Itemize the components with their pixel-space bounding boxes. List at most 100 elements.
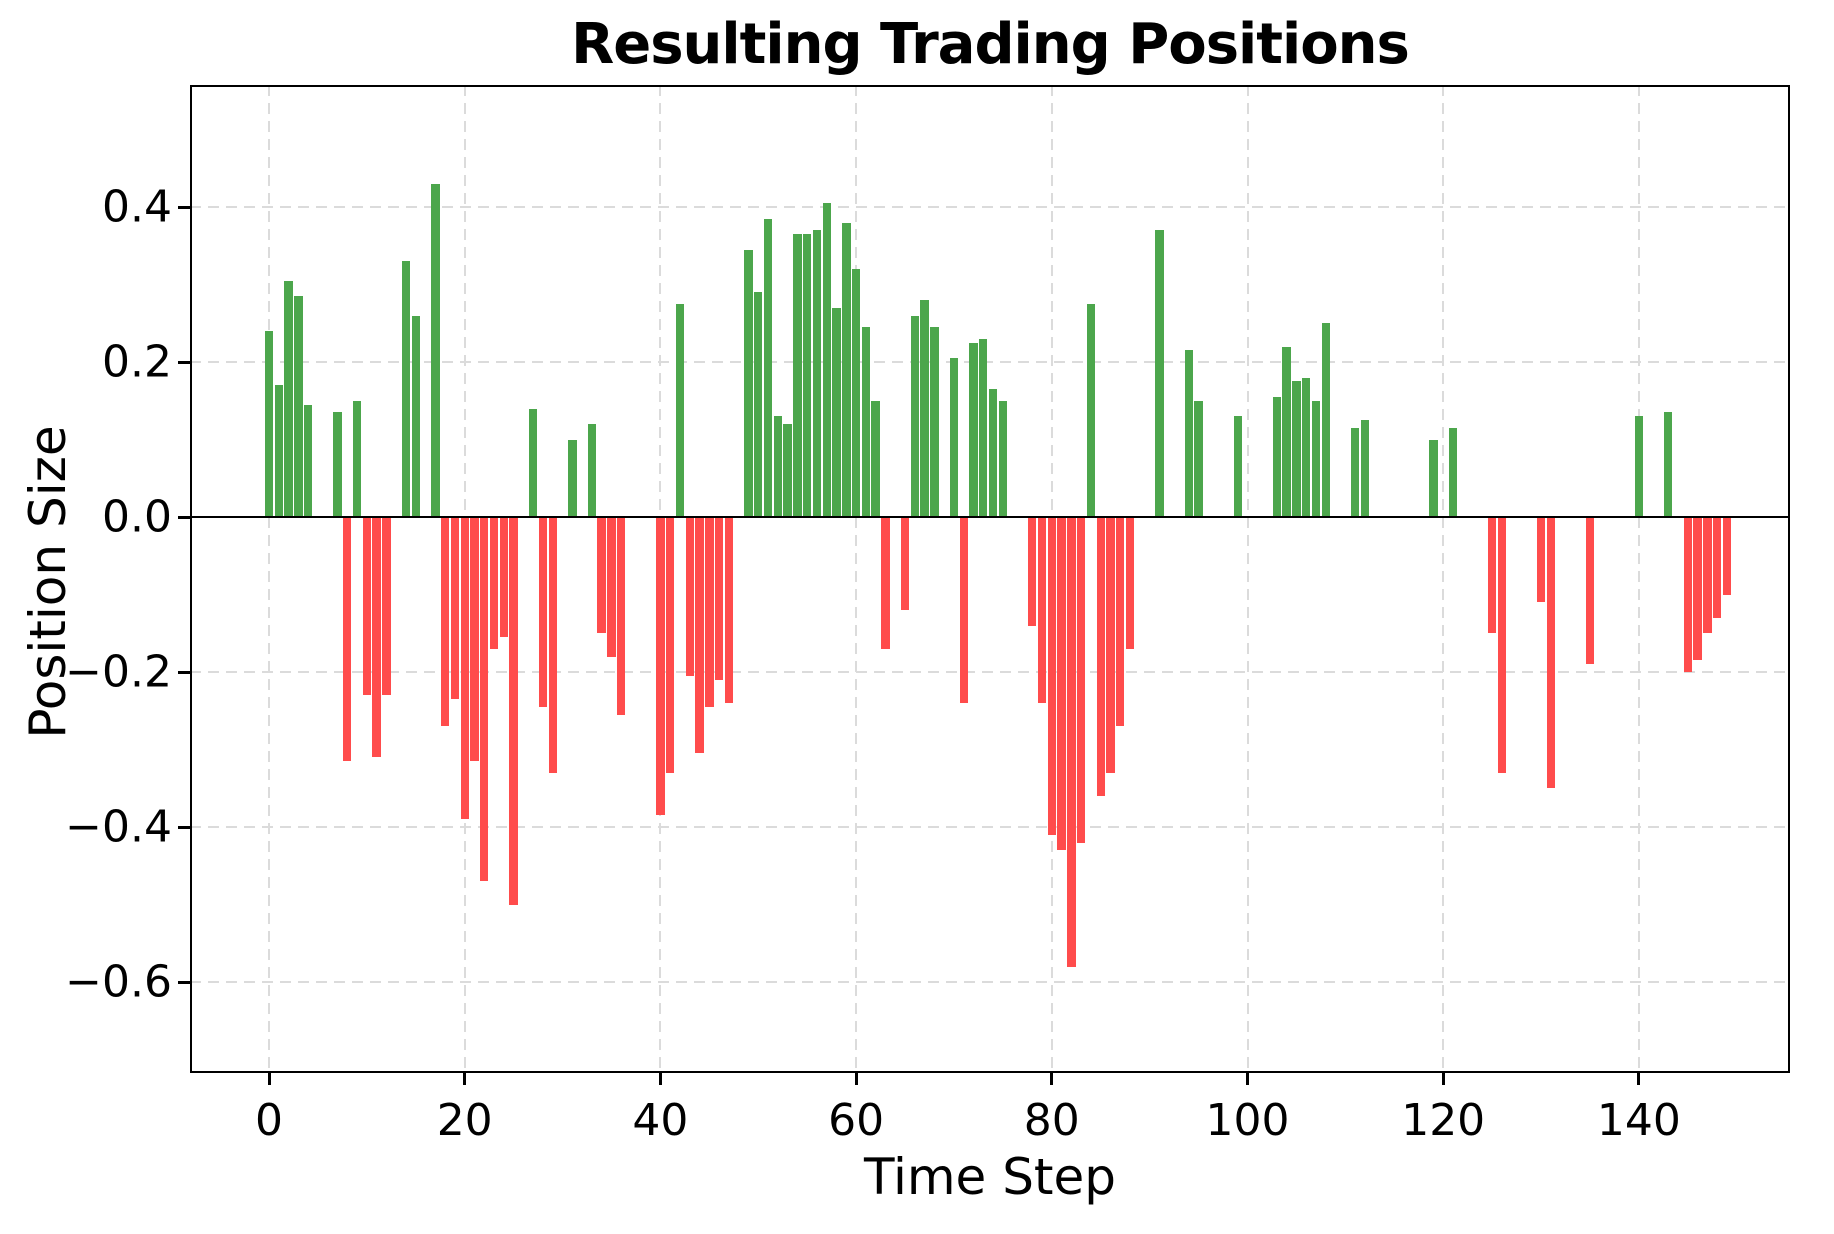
bar-positive <box>832 307 841 517</box>
bar-positive <box>920 300 929 517</box>
bar-positive <box>812 230 822 517</box>
x-tick-label: 0 <box>255 1095 283 1146</box>
bar-positive <box>783 424 792 517</box>
bar-positive <box>1311 400 1321 517</box>
bar-positive <box>1429 439 1438 517</box>
bar-negative <box>460 517 469 820</box>
bar-negative <box>1487 517 1497 634</box>
bar-positive <box>401 261 411 517</box>
bar-positive <box>1233 416 1242 517</box>
bar-positive <box>773 416 782 517</box>
bar-negative <box>656 517 665 816</box>
bar-negative <box>1683 517 1693 672</box>
y-gridline <box>190 981 1790 983</box>
bar-positive <box>979 338 988 517</box>
bar-positive <box>1302 377 1311 517</box>
x-tick-mark <box>1246 1073 1249 1085</box>
plot-area <box>178 85 1790 1085</box>
bar-positive <box>1321 323 1330 517</box>
bar-negative <box>538 517 548 707</box>
bar-negative <box>509 517 518 905</box>
bar-positive <box>528 408 538 517</box>
x-tick-label: 20 <box>436 1095 493 1146</box>
bar-negative <box>1076 517 1086 843</box>
bar-negative <box>1028 517 1037 626</box>
bar-negative <box>617 517 626 715</box>
bar-negative <box>1096 517 1105 796</box>
bar-negative <box>450 517 460 700</box>
x-tick-label: 140 <box>1596 1095 1681 1146</box>
bar-negative <box>343 517 352 762</box>
bar-negative <box>1703 517 1712 634</box>
x-tick-mark <box>1637 1073 1641 1085</box>
y-tick-mark <box>178 670 190 674</box>
bar-negative <box>597 517 606 634</box>
bar-negative <box>499 517 509 638</box>
y-tick-mark <box>178 515 190 519</box>
bar-negative <box>480 517 489 882</box>
x-gridline <box>1246 85 1249 1073</box>
bar-positive <box>793 234 802 517</box>
bar-negative <box>900 517 910 610</box>
bar-negative <box>1546 517 1556 789</box>
bar-positive <box>675 303 685 517</box>
y-tick-mark <box>178 980 190 984</box>
bar-negative <box>1722 517 1732 595</box>
x-tick-mark <box>854 1073 858 1085</box>
y-tick-label: −0.6 <box>65 956 172 1008</box>
bar-positive <box>568 439 577 517</box>
bar-negative <box>959 517 968 703</box>
bar-positive <box>1272 396 1282 517</box>
bar-positive <box>1194 400 1203 517</box>
bar-positive <box>802 234 812 517</box>
y-tick-label: 0.0 <box>102 491 172 543</box>
x-gridline <box>855 85 858 1073</box>
bar-positive <box>949 358 959 517</box>
bar-positive <box>333 412 342 517</box>
bar-negative <box>372 517 381 758</box>
bar-positive <box>744 249 753 517</box>
y-tick-mark <box>178 360 190 364</box>
y-tick-mark <box>178 205 190 209</box>
bar-negative <box>695 517 704 754</box>
bar-positive <box>930 327 939 517</box>
bar-positive <box>910 315 919 517</box>
x-gridline <box>1442 85 1445 1073</box>
x-tick-mark <box>1441 1073 1445 1085</box>
bar-positive <box>303 404 313 517</box>
bar-positive <box>294 296 303 517</box>
bar-negative <box>714 517 724 680</box>
y-gridline <box>190 826 1790 828</box>
bar-negative <box>489 517 499 649</box>
x-tick-mark <box>658 1073 662 1085</box>
bar-positive <box>1360 420 1370 517</box>
bar-negative <box>470 517 479 762</box>
bar-negative <box>1585 517 1595 665</box>
bar-negative <box>440 517 450 727</box>
x-tick-label: 60 <box>828 1095 885 1146</box>
chart-title: Resulting Trading Positions <box>571 12 1410 77</box>
bar-positive <box>411 315 420 517</box>
bar-positive <box>264 331 274 517</box>
bar-negative <box>724 517 734 703</box>
bar-negative <box>607 517 616 657</box>
x-tick-label: 40 <box>632 1095 689 1146</box>
bar-positive <box>1448 427 1458 517</box>
bar-positive <box>988 389 998 517</box>
bar-positive <box>871 400 880 517</box>
bar-negative <box>665 517 675 773</box>
x-tick-label: 100 <box>1205 1095 1290 1146</box>
x-tick-mark <box>1050 1073 1054 1085</box>
bar-positive <box>352 400 362 517</box>
bar-negative <box>1693 517 1702 661</box>
x-tick-mark <box>463 1073 467 1085</box>
bar-positive <box>754 292 763 517</box>
bar-negative <box>382 517 391 696</box>
y-tick-label: 0.2 <box>102 336 172 388</box>
x-tick-mark <box>267 1073 271 1085</box>
y-tick-label: 0.4 <box>102 181 172 233</box>
bar-negative <box>362 517 372 696</box>
bar-positive <box>1086 303 1096 517</box>
y-tick-mark <box>178 825 190 829</box>
